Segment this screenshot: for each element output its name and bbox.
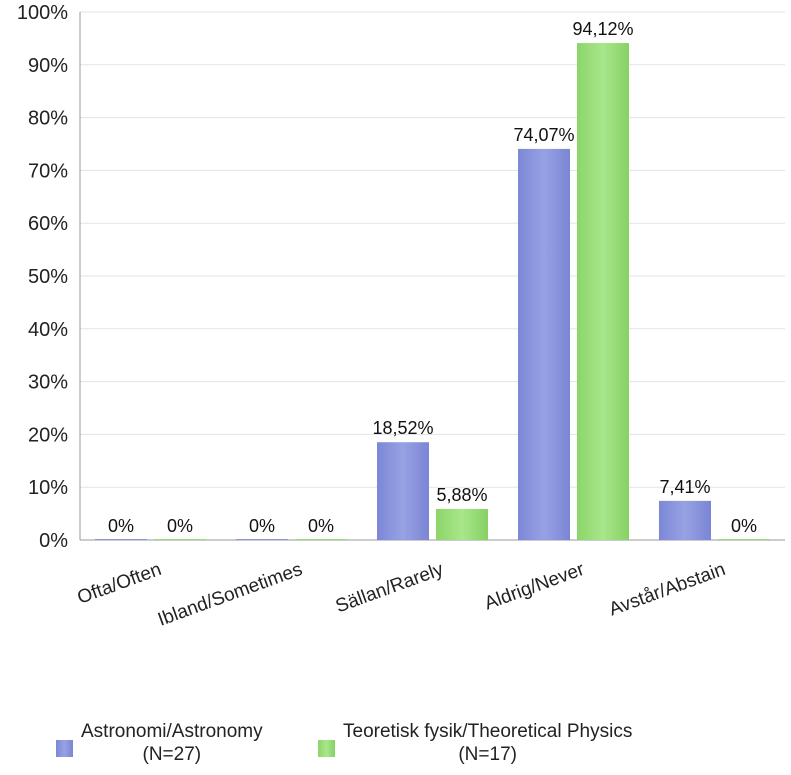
y-tick-label: 50%	[28, 266, 68, 288]
y-tick-label: 100%	[17, 2, 68, 24]
data-label: 0%	[108, 516, 134, 536]
legend-item-theoretical-physics: Teoretisk fysik/Theoretical Physics (N=1…	[318, 720, 632, 766]
y-tick-label: 40%	[28, 319, 68, 341]
data-label: 0%	[249, 516, 275, 536]
bar-chart: 0% 10% 20% 30% 40% 50% 60% 70% 80% 90% 100% Ofta/Of…	[17, 2, 785, 631]
legend: Astronomi/Astronomy (N=27) Teoretisk fys…	[0, 720, 791, 770]
bar	[518, 148, 570, 540]
bar	[154, 539, 206, 540]
y-tick-label: 70%	[28, 160, 68, 182]
legend-item-astronomy: Astronomi/Astronomy (N=27)	[56, 720, 263, 766]
data-labels: 0% 0% 18,52% 74,07% 7,41% 0% 0% 5,88% 94,12% 0%	[108, 19, 757, 536]
y-tick-label: 20%	[28, 424, 68, 446]
bar	[659, 500, 711, 540]
x-tick-label: Avstår/Abstain	[606, 559, 728, 621]
y-tick-label: 80%	[28, 108, 68, 130]
legend-count-theoretical-physics: (N=17)	[458, 744, 517, 765]
data-label: 94,12%	[572, 19, 633, 39]
grid	[80, 11, 785, 488]
legend-count-astronomy: (N=27)	[142, 744, 202, 765]
bar	[377, 442, 429, 540]
data-label: 0%	[731, 516, 757, 536]
data-label: 0%	[167, 516, 193, 536]
y-tick-label: 60%	[28, 213, 68, 235]
y-tick-label: 10%	[28, 477, 68, 499]
bar	[295, 539, 347, 540]
x-tick-label: Ibland/Sometimes	[155, 559, 305, 631]
data-label: 0%	[308, 516, 334, 536]
legend-label-astronomy: Astronomi/Astronomy	[81, 721, 263, 742]
legend-text-theoretical-physics: Teoretisk fysik/Theoretical Physics (N=1…	[343, 720, 632, 766]
bar	[236, 539, 288, 540]
legend-swatch-astronomy	[56, 740, 73, 757]
x-tick-label: Ofta/Often	[75, 559, 165, 609]
x-tick-label: Sällan/Rarely	[333, 559, 447, 618]
legend-label-theoretical-physics: Teoretisk fysik/Theoretical Physics	[343, 721, 633, 742]
data-label: 74,07%	[513, 125, 574, 145]
bar	[577, 43, 629, 541]
y-tick-label: 0%	[39, 530, 68, 552]
x-tick-label: Aldrig/Never	[482, 559, 588, 615]
bar	[95, 539, 147, 540]
bars	[95, 43, 770, 541]
data-label: 18,52%	[372, 418, 433, 438]
y-tick-label: 30%	[28, 372, 68, 394]
bar	[436, 508, 488, 540]
legend-swatch-theoretical-physics	[318, 740, 335, 757]
bar	[718, 539, 770, 540]
data-label: 7,41%	[659, 477, 710, 497]
data-label: 5,88%	[436, 485, 487, 505]
y-tick-label: 90%	[28, 55, 68, 77]
legend-text-astronomy: Astronomi/Astronomy (N=27)	[81, 720, 263, 766]
